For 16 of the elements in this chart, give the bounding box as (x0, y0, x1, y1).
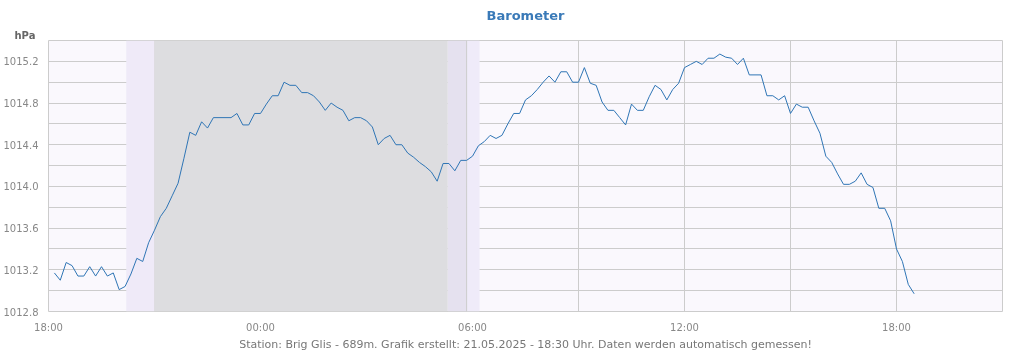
y-axis-title: hPa (14, 29, 36, 41)
y-tick-label: 1015.2 (3, 56, 39, 68)
x-tick-label: 18:00 (34, 321, 63, 333)
x-tick-label: 12:00 (670, 321, 699, 333)
y-tick-label: 1013.6 (3, 223, 39, 235)
x-tick-label: 00:00 (246, 321, 275, 333)
y-tick-label: 1014.0 (3, 181, 39, 193)
chart-title: Barometer (486, 7, 565, 23)
x-tick-label: 06:00 (458, 321, 487, 333)
y-tick-label: 1013.2 (3, 264, 39, 276)
y-tick-label: 1014.4 (3, 139, 39, 151)
line-series (53, 53, 915, 295)
x-tick-label: 18:00 (882, 321, 911, 333)
y-tick-label: 1012.8 (3, 306, 39, 318)
y-tick-label: 1014.8 (3, 98, 39, 110)
text: Station: Brig Glis - 689m. Grafik erstellt: 21.05.2025 - 18:30 Uhr. Daten werden automatisch gemessen! (239, 337, 812, 350)
